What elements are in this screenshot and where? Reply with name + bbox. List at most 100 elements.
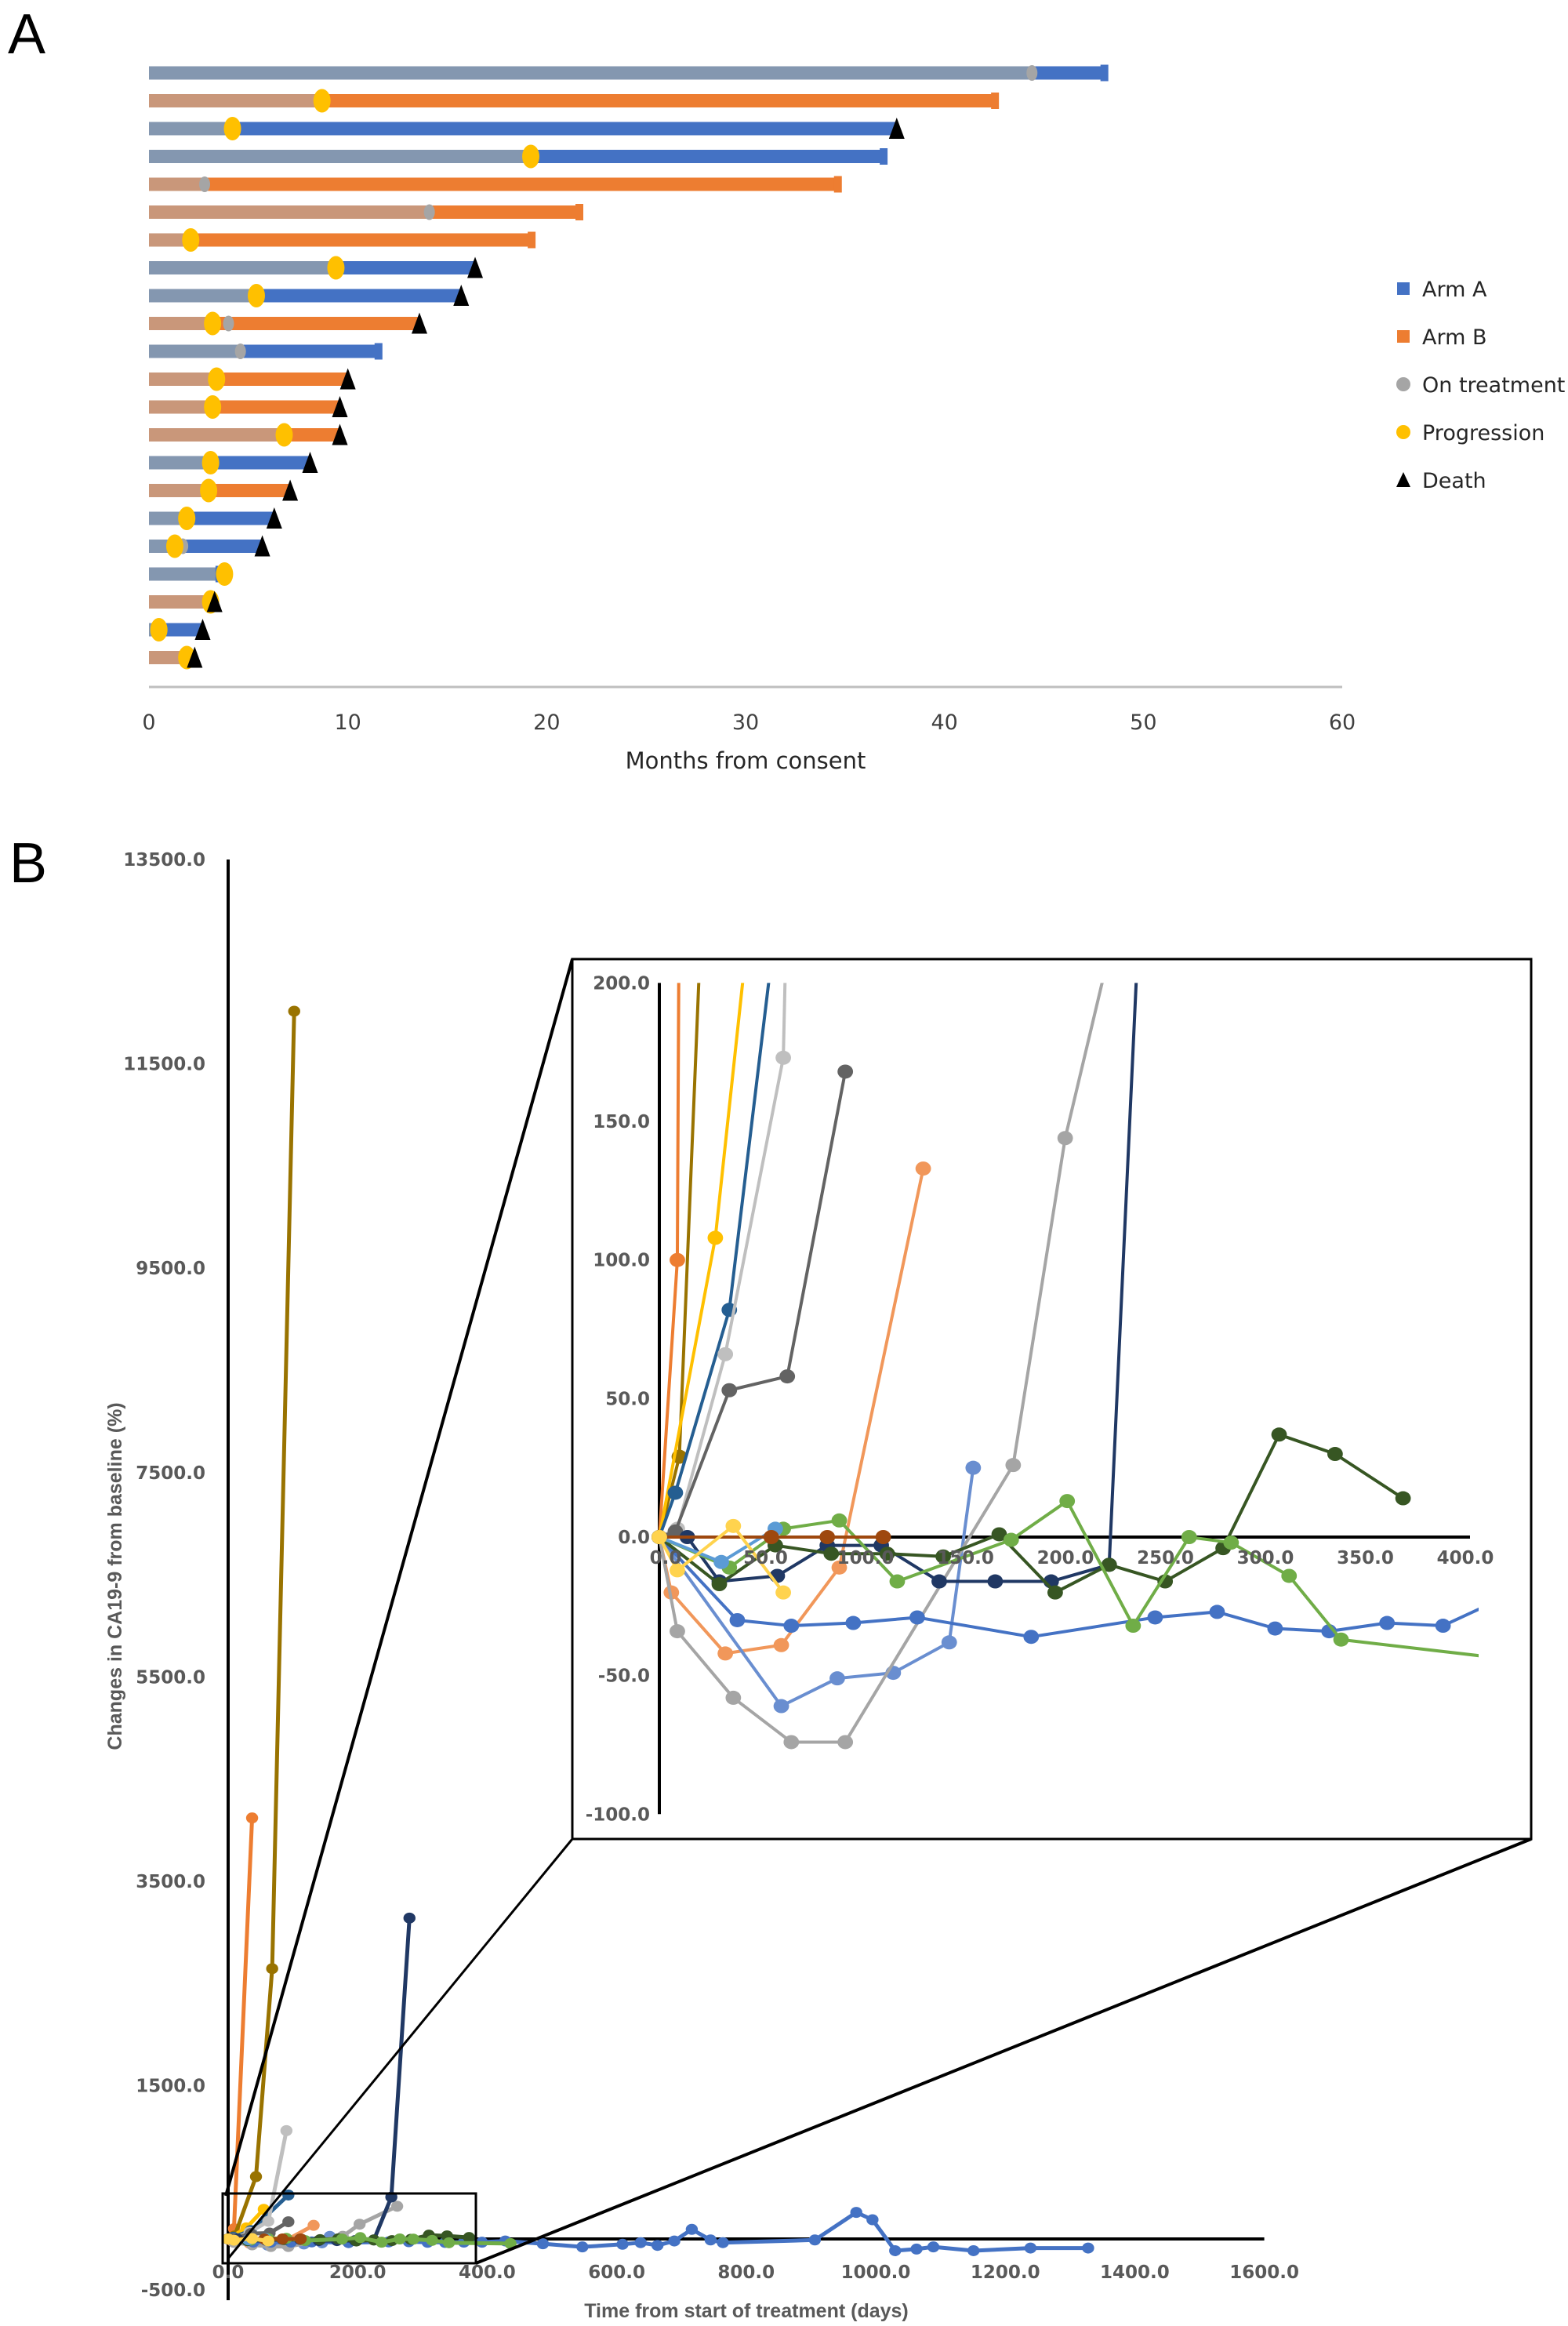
inset-y-tick-label: 50.0	[605, 1389, 650, 1409]
death-marker	[254, 535, 270, 557]
data-point	[819, 1530, 836, 1544]
legend: Arm A Arm B On treatment Progression Death	[1396, 278, 1565, 493]
death-marker	[187, 646, 203, 668]
data-point	[1379, 1615, 1396, 1630]
data-series	[652, 1518, 791, 1600]
data-point	[1181, 1530, 1197, 1544]
swimmer-row	[149, 228, 536, 252]
data-point	[668, 2235, 681, 2247]
swimmer-row	[149, 284, 470, 307]
data-point	[1281, 1568, 1298, 1583]
data-point	[282, 2216, 295, 2228]
data-point	[725, 1518, 742, 1533]
data-point	[1223, 1536, 1240, 1550]
pre-event-bar	[149, 373, 217, 386]
data-point	[280, 2124, 293, 2136]
ongoing-end-cap	[374, 343, 383, 360]
data-series	[222, 2207, 1094, 2256]
data-point	[823, 1546, 840, 1561]
inset-y-tick-label: -50.0	[598, 1666, 650, 1687]
x-tick-label: 0.0	[212, 2262, 245, 2283]
data-point	[987, 1574, 1004, 1589]
progression-marker	[200, 478, 218, 503]
inset-y-tick-label: -100.0	[586, 1804, 650, 1825]
ongoing-end-cap	[1100, 64, 1109, 82]
death-marker	[339, 368, 356, 390]
pre-event-bar	[149, 66, 1033, 80]
pre-event-bar	[149, 261, 336, 274]
x-tick-label: 1000.0	[841, 2262, 911, 2283]
swimmer-row	[149, 117, 905, 140]
death-marker	[302, 452, 318, 473]
data-point	[1267, 1621, 1283, 1636]
swimmer-row	[149, 423, 348, 447]
data-point	[262, 2215, 274, 2227]
progression-marker	[165, 534, 183, 558]
data-point	[336, 2233, 349, 2245]
swimmer-row	[149, 534, 270, 558]
x-tick-label: 1600.0	[1229, 2262, 1299, 2283]
data-point	[376, 2237, 388, 2248]
data-point	[717, 1347, 734, 1361]
inset-x-tick-label: 0.0	[650, 1548, 682, 1568]
data-point	[1174, 643, 1189, 657]
data-point	[1209, 1605, 1225, 1619]
data-point	[1082, 2242, 1094, 2254]
swimmer-row	[149, 311, 427, 336]
pre-event-bar	[149, 150, 532, 163]
series-line	[658, 983, 771, 1538]
inset-frame	[571, 958, 1533, 1841]
y-tick-label: 13500.0	[123, 850, 205, 870]
x-tick-label: 0	[142, 711, 155, 735]
inset-x-tick-label: 100.0	[837, 1548, 895, 1568]
panel-a-x-axis-label: Months from consent	[626, 747, 866, 774]
data-point	[729, 1612, 746, 1627]
legend-label: On treatment	[1422, 373, 1565, 398]
x-tick-label: 800.0	[717, 2262, 775, 2283]
data-point	[227, 2234, 241, 2246]
swimmer-row	[149, 645, 203, 670]
ongoing-end-cap	[991, 93, 1000, 109]
data-point	[773, 1699, 789, 1714]
pre-event-bar	[149, 428, 285, 442]
data-point	[783, 1735, 800, 1750]
swimmer-row	[149, 451, 318, 474]
progression-marker	[201, 451, 220, 474]
data-point	[504, 2237, 517, 2249]
progression-marker	[223, 117, 241, 140]
legend-item: On treatment	[1396, 373, 1565, 398]
death-marker	[453, 285, 470, 306]
data-point	[294, 2233, 307, 2244]
inset-x-tick-label: 400.0	[1437, 1548, 1494, 1568]
x-tick-label: 30	[732, 711, 759, 735]
legend-label: Arm B	[1422, 325, 1487, 350]
death-marker	[282, 479, 299, 501]
data-point	[931, 1574, 947, 1589]
data-point	[837, 339, 853, 353]
swimmer-row	[149, 590, 223, 614]
inset-x-tick-label: 200.0	[1037, 1548, 1094, 1568]
series-line	[659, 983, 1138, 1583]
progression-marker	[178, 507, 196, 530]
zoom-connector-line	[227, 1838, 574, 2259]
panel-b-label: B	[9, 832, 47, 895]
data-point	[763, 1530, 779, 1544]
y-tick-label: 7500.0	[136, 1463, 205, 1484]
data-point	[634, 2237, 647, 2248]
data-point	[879, 1546, 895, 1561]
swimmer-plot: 0 10 20 30 40 50 60	[142, 64, 1356, 735]
data-point	[783, 1619, 800, 1634]
swimmer-row	[149, 367, 356, 391]
x-tick-label: 1200.0	[971, 2262, 1040, 2283]
death-marker	[467, 256, 484, 278]
data-point	[761, 726, 777, 740]
on-treatment-marker	[234, 343, 246, 359]
swimmer-row	[149, 618, 211, 641]
data-point	[1005, 1458, 1022, 1473]
data-point	[1125, 1619, 1142, 1634]
data-point	[831, 1560, 848, 1575]
data-point	[353, 2219, 366, 2230]
inset-y-tick-label: 200.0	[593, 973, 650, 994]
legend-label: Death	[1422, 469, 1486, 493]
data-point	[1156, 394, 1171, 408]
